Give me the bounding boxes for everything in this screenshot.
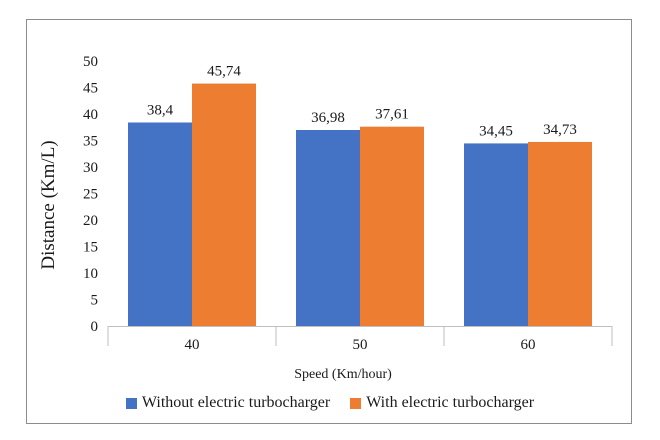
y-tick-label: 45	[83, 81, 98, 97]
y-tick-label: 40	[83, 107, 98, 123]
y-tick-label: 20	[83, 213, 98, 229]
bar-without-40	[128, 122, 192, 326]
data-label: 38,4	[147, 102, 174, 118]
legend-item-with: With electric turbocharger	[350, 394, 534, 412]
bar-with-50	[360, 126, 424, 327]
y-tick-label: 30	[83, 160, 98, 176]
y-axis-title: Distance (Km/L)	[38, 140, 59, 269]
legend-label-with: With electric turbocharger	[366, 394, 535, 411]
y-tick-label: 15	[83, 240, 98, 256]
y-tick-label: 5	[91, 293, 99, 309]
bar-with-40	[192, 83, 256, 326]
y-tick-label: 50	[83, 54, 98, 70]
legend-swatch-without	[125, 397, 137, 409]
data-label: 34,73	[543, 122, 577, 138]
y-tick-label: 25	[83, 187, 98, 203]
x-tick-label: 40	[185, 337, 200, 353]
y-tick-label: 0	[91, 319, 99, 335]
data-label: 45,74	[207, 64, 241, 80]
data-label: 34,45	[479, 123, 513, 139]
y-tick-label: 35	[83, 134, 98, 150]
y-axis: 0 5 10 15 20 25 30 35 40 45 50	[83, 54, 98, 335]
legend-item-without: Without electric turbocharger	[125, 394, 331, 412]
y-tick-label: 10	[83, 266, 98, 282]
x-axis-title: Speed (Km/hour)	[294, 367, 392, 382]
legend-swatch-with	[350, 397, 362, 409]
data-label: 37,61	[375, 107, 409, 123]
x-tick-label: 50	[353, 337, 368, 353]
x-tick-label: 60	[521, 337, 536, 353]
bar-with-60	[528, 141, 592, 326]
legend-label-without: Without electric turbocharger	[141, 394, 331, 411]
data-labels: 38,4 45,74 36,98 37,61 34,45 34,73	[147, 64, 577, 140]
x-axis: 40 50 60	[107, 326, 613, 353]
bar-without-50	[296, 130, 360, 326]
legend: Without electric turbocharger With elect…	[0, 394, 660, 412]
bars	[128, 83, 592, 327]
bar-without-60	[464, 143, 528, 326]
data-label: 36,98	[311, 110, 345, 126]
